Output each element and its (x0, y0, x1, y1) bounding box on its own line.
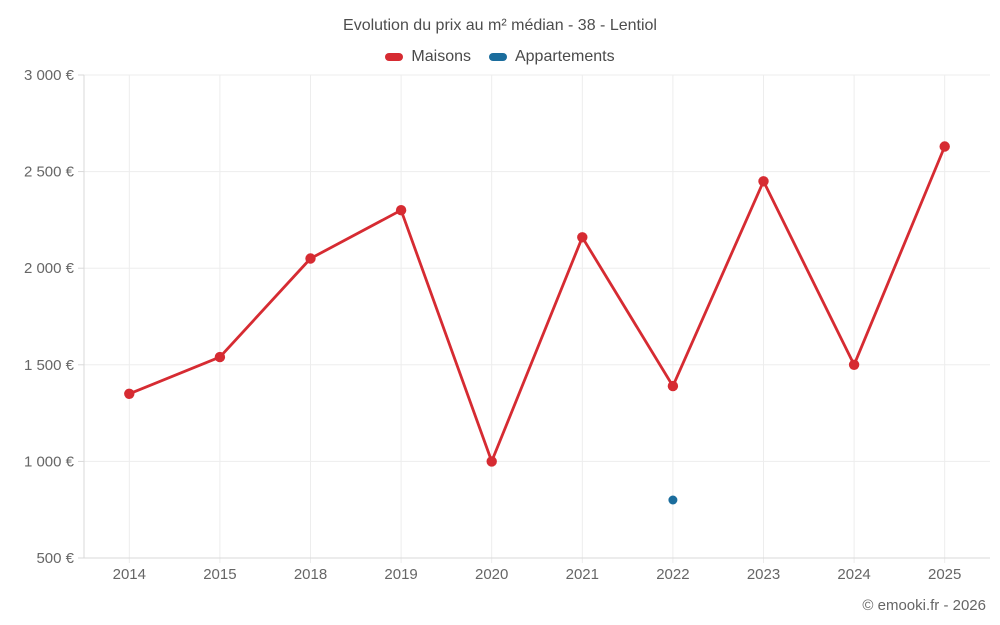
y-tick-label: 2 500 € (24, 164, 75, 181)
copyright-text: © emooki.fr - 2026 (862, 597, 986, 614)
data-point-maisons[interactable] (577, 232, 588, 243)
data-point-maisons[interactable] (395, 205, 407, 216)
x-tick-label: 2019 (384, 566, 417, 583)
x-tick-label: 2014 (113, 566, 146, 583)
legend-label-maisons: Maisons (411, 48, 471, 65)
series-maisons (124, 141, 950, 467)
x-tick-label: 2022 (656, 566, 689, 583)
x-tick-label: 2015 (203, 566, 236, 583)
data-point-maisons[interactable] (214, 351, 226, 363)
axes (78, 74, 990, 559)
series-line-maisons (127, 145, 947, 463)
series-appartements (668, 495, 678, 505)
data-point-maisons[interactable] (124, 388, 135, 399)
data-point-maisons[interactable] (848, 359, 860, 370)
data-point-maisons[interactable] (486, 456, 497, 467)
gridlines (84, 74, 990, 563)
legend-item-appartements[interactable]: Appartements (488, 48, 615, 66)
legend-item-maisons[interactable]: Maisons (385, 48, 471, 66)
y-tick-label: 1 500 € (24, 357, 75, 374)
y-tick-label: 3 000 € (24, 67, 75, 84)
x-tick-label: 2024 (837, 566, 870, 583)
legend-label-appartements: Appartements (514, 48, 615, 65)
legend-swatch-maisons (385, 53, 404, 61)
y-tick-label: 2 000 € (24, 260, 75, 277)
x-tick-label: 2021 (566, 566, 599, 583)
data-point-appartements[interactable] (668, 495, 678, 505)
series (124, 141, 950, 505)
x-tick-label: 2023 (747, 566, 780, 583)
chart-legend: Maisons Appartements (0, 46, 1000, 68)
data-point-maisons[interactable] (305, 253, 316, 264)
data-point-maisons[interactable] (939, 141, 950, 152)
data-point-maisons[interactable] (758, 176, 769, 187)
data-point-maisons[interactable] (667, 380, 679, 392)
x-tick-label: 2018 (294, 566, 327, 583)
y-tick-label: 500 € (36, 550, 74, 567)
legend-swatch-appartements (488, 53, 507, 61)
y-tick-label: 1 000 € (24, 453, 75, 470)
axis-labels: 500 € 1 000 € 1 500 € 2 000 € 2 500 € 3 000 €… (24, 67, 961, 583)
x-tick-label: 2020 (475, 566, 508, 583)
x-tick-label: 2025 (928, 566, 961, 583)
chart-title: Evolution du prix au m² médian - 38 - Le… (343, 17, 657, 34)
